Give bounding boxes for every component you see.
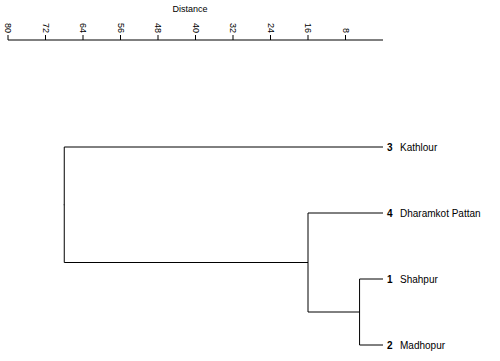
tick-label: 16 xyxy=(303,23,313,33)
tick-label: 40 xyxy=(191,23,201,33)
tick-label: 32 xyxy=(228,23,238,33)
tick-label: 24 xyxy=(266,23,276,33)
tick-label: 80 xyxy=(3,23,13,33)
leaf-number: 3 xyxy=(387,142,393,153)
tick xyxy=(308,35,309,40)
tick xyxy=(45,35,46,40)
leaf-label: Shahpur xyxy=(400,274,438,285)
tick xyxy=(195,35,196,40)
tick xyxy=(83,35,84,40)
branch xyxy=(64,147,383,148)
branch xyxy=(308,213,383,214)
branch xyxy=(360,279,383,280)
tick-label: 72 xyxy=(41,23,51,33)
tick xyxy=(120,35,121,40)
leaf-label: Kathlour xyxy=(400,142,438,153)
tick-label: 8 xyxy=(341,28,351,33)
tree xyxy=(64,147,383,345)
leaf-label: Madhopur xyxy=(400,340,446,351)
tick xyxy=(158,35,159,40)
chart: Distance 80 72 64 56 48 40 32 24 16 8 3 Kathlour 4 Dha… xyxy=(0,0,500,361)
root-branch xyxy=(63,204,65,205)
leaf-label: Dharamkot Pattan xyxy=(400,208,481,219)
tick xyxy=(270,35,271,40)
tick xyxy=(345,35,346,40)
tick xyxy=(233,35,234,40)
tick-label: 64 xyxy=(78,23,88,33)
leaf-number: 2 xyxy=(387,340,393,351)
merge-line xyxy=(64,147,65,263)
branch xyxy=(64,262,308,263)
tick-label: 48 xyxy=(153,23,163,33)
leaf-number: 4 xyxy=(387,208,393,219)
tick xyxy=(8,35,9,40)
branch xyxy=(360,345,383,346)
tick-label: 56 xyxy=(116,23,126,33)
axis-title: Distance xyxy=(172,4,207,14)
leaf-number: 1 xyxy=(387,274,393,285)
branch xyxy=(308,312,360,313)
